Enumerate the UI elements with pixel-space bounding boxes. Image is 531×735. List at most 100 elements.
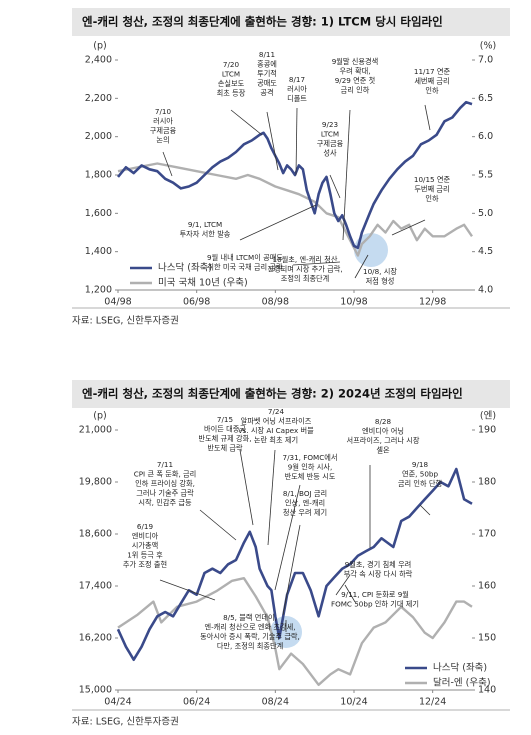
annotation: 인하	[425, 194, 439, 203]
series-line	[117, 577, 473, 686]
annotation: 인상, 엔-캐리	[285, 499, 325, 508]
annotation: 저점 형성	[366, 277, 395, 286]
annotation: 엔-캐리 청산으로 엔화 초강세,	[204, 623, 295, 632]
title-band	[72, 8, 510, 36]
annotation: 엔비디아	[132, 532, 159, 541]
annotation: 인하	[425, 86, 439, 95]
x-tick-label: 06/98	[183, 297, 210, 308]
y2-tick-label: 7.0	[478, 55, 493, 66]
annotation: 구제금융	[150, 126, 177, 135]
annotation: 7/31, FOMC에서	[283, 453, 338, 462]
annotation: LTCM	[321, 130, 339, 139]
annotation: LTCM	[222, 70, 240, 79]
annotation: 6/19	[137, 522, 154, 531]
annotation: 9월초, 경기 침체 우려	[345, 560, 412, 569]
annotation-arrow	[424, 104, 431, 131]
annotation: 성사	[323, 149, 337, 158]
annotation: 공격	[260, 88, 273, 97]
annotation-arrow	[199, 509, 237, 541]
x-tick-label: 10/24	[340, 697, 367, 708]
y-tick-label: 1,200	[85, 285, 112, 296]
annotation: 반도체 급락	[207, 444, 243, 453]
y2-tick-label: 180	[478, 477, 496, 488]
annotation: 8/17	[289, 75, 305, 84]
annotation: CPI 큰 폭 둔화, 금리	[134, 470, 197, 479]
annotation: 8/5, 블랙 먼데이,	[223, 613, 277, 622]
annotation-arrow	[159, 579, 216, 601]
chart-title: 엔-캐리 청산, 조정의 최종단계에 출현하는 경향: 2) 2024년 조정의…	[82, 387, 463, 401]
annotation: 9/11, CPI 둔화로 9월	[341, 590, 409, 599]
annotation: 다만, 조정의 최종단계	[217, 642, 283, 651]
y-tick-label: 16,200	[79, 633, 112, 644]
annotation: 구제금융	[317, 139, 344, 148]
annotation-arrow	[266, 111, 279, 171]
annotation: 러시아	[153, 117, 173, 126]
annotation: 동아시아 증시 폭락, 기술주 급락,	[200, 632, 300, 641]
annotation-arrow	[292, 261, 341, 266]
annotation: 인하 프라이싱 강화,	[135, 479, 195, 488]
annotation: 조정의 최종단계	[281, 274, 330, 283]
y2-tick-label: 150	[478, 633, 496, 644]
annotation-arrow	[329, 174, 341, 199]
annotation: 8/11	[259, 50, 275, 59]
x-tick-label: 04/98	[104, 297, 131, 308]
annotation-arrow	[419, 504, 431, 516]
title-band	[72, 380, 510, 408]
series-line	[116, 467, 473, 661]
annotation-arrow	[239, 449, 254, 526]
series-line	[116, 100, 473, 250]
chart-title: 엔-캐리 청산, 조정의 최종단계에 출현하는 경향: 1) LTCM 당시 타…	[82, 15, 443, 29]
annotation: 두번째 금리	[414, 185, 449, 194]
annotation: 논의	[156, 136, 169, 145]
annotation: 7/10	[155, 107, 172, 116]
annotation-arrow	[342, 109, 351, 241]
annotation: 8/28	[375, 417, 392, 426]
annotation: 7/15	[217, 415, 233, 424]
y2-tick-label: 190	[478, 425, 496, 436]
annotation: 진행되며 시장 추가 급락,	[267, 265, 342, 274]
annotation: 엔비디아 어닝	[362, 427, 404, 436]
y2-tick-label: 5.0	[478, 208, 493, 219]
annotation: 공매도	[257, 79, 277, 88]
annotation-arrow	[274, 484, 301, 591]
x-tick-label: 12/98	[419, 297, 446, 308]
annotation-arrow	[282, 524, 301, 616]
annotation-arrow	[295, 107, 298, 176]
annotation: 투자자 서한 발송	[180, 230, 231, 239]
y-unit: (p)	[93, 411, 106, 422]
annotation: 9월 인하 시사,	[288, 463, 333, 472]
highlight-circle	[354, 233, 388, 267]
annotation: 시가총액	[132, 541, 158, 550]
annotation: 홍콩에	[257, 60, 277, 69]
annotation: 알파벳 어닝 서프라이즈	[241, 417, 312, 426]
y2-tick-label: 4.0	[478, 285, 493, 296]
legend-label: 달러-엔 (우축)	[433, 677, 491, 689]
y2-unit: (%)	[480, 41, 496, 52]
x-tick-label: 08/98	[262, 297, 289, 308]
y2-unit: (엔)	[480, 411, 496, 422]
annotation: 러시아	[287, 85, 307, 94]
annotation-arrow	[230, 109, 263, 136]
annotation: 9월말 신용경색	[332, 57, 379, 66]
x-tick-label: 12/24	[419, 697, 446, 708]
legend-label: 미국 국채 10년 (우축)	[158, 278, 248, 289]
annotation: 부각 속 시장 다시 하락	[344, 570, 413, 579]
annotation: FOMC 50bp 인하 기대 제기	[331, 600, 419, 609]
y-tick-label: 2,400	[85, 55, 112, 66]
annotation: 세번째 금리	[414, 77, 449, 86]
annotation: 9/1, LTCM	[188, 220, 222, 229]
y-tick-label: 2,000	[85, 131, 112, 142]
annotation: 그러나 기술주 급락	[136, 489, 194, 498]
annotation: 서프라이즈, 그러나 시장	[347, 436, 420, 445]
annotation-arrow	[344, 584, 356, 603]
y-unit: (p)	[93, 41, 106, 52]
annotation: 반도체 규제 강화,	[198, 434, 251, 443]
y-tick-label: 21,000	[79, 425, 112, 436]
annotation-arrow	[239, 204, 317, 241]
y2-tick-label: 160	[478, 581, 496, 592]
annotation: 7/20	[223, 60, 240, 69]
annotation: 금리 인하 단행	[398, 479, 442, 488]
annotation: 10/8, 시장	[363, 267, 397, 276]
x-tick-label: 10/98	[340, 297, 367, 308]
